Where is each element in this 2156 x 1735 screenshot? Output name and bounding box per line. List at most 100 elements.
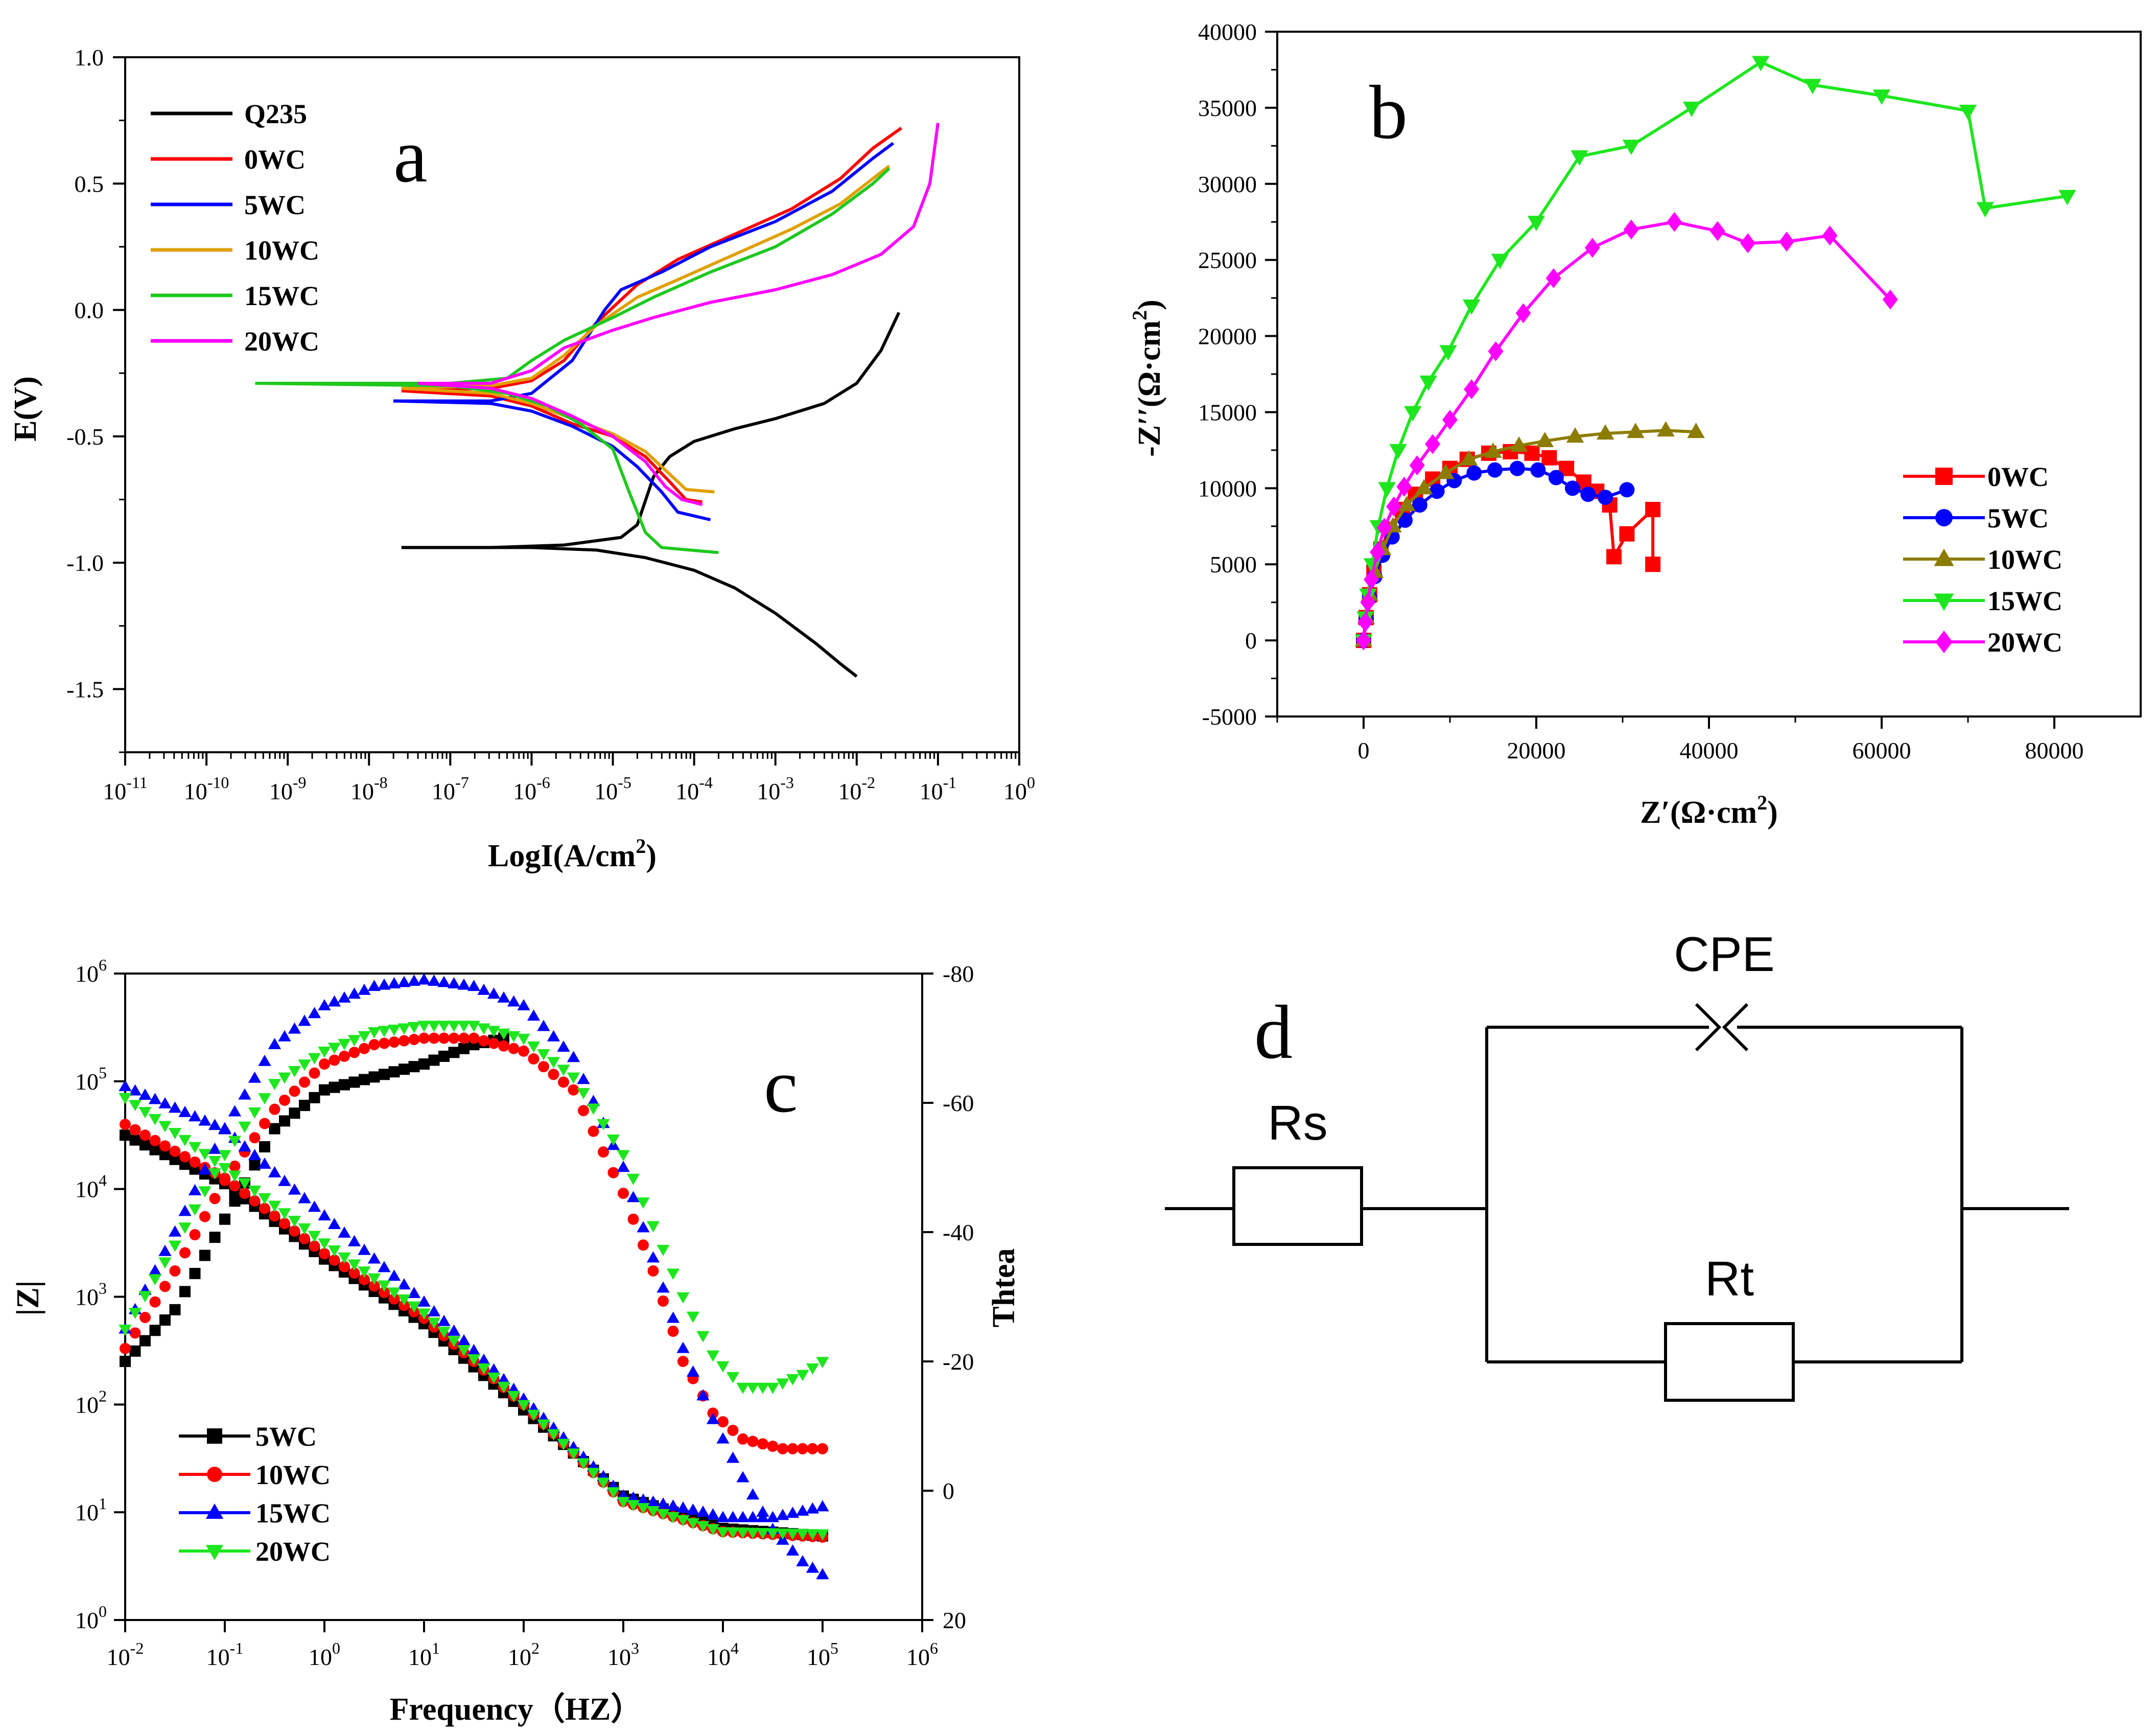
panel-b-y-tick-label: 20000: [1198, 323, 1257, 350]
panel-c-phase-point-15wc: [228, 1105, 242, 1117]
panel-c-phase-point-5wc: [319, 1084, 330, 1096]
panel-c-phase-point-20wc: [666, 1268, 680, 1280]
panel-c-phase-point-5wc: [259, 1141, 270, 1153]
panel-c-modulus-point-15wc: [308, 1200, 321, 1212]
panel-c-phase-point-10wc: [129, 1327, 141, 1339]
panel-c-modulus-point-20wc: [606, 1487, 620, 1499]
panel-c-modulus-point-20wc: [387, 1287, 401, 1299]
panel-a-x-tick-label: 10-4: [675, 773, 713, 804]
panel-a-legend-label-5wc: 5WC: [244, 190, 306, 220]
panel-b-letter: b: [1369, 70, 1408, 155]
panel-c-phase-point-15wc: [198, 1163, 212, 1175]
panel-c-phase-point-15wc: [208, 1142, 222, 1154]
panel-c-phase-point-20wc: [756, 1382, 769, 1394]
panel-c-left-tick-label: 100: [75, 1602, 107, 1633]
panel-c-modulus-point-20wc: [168, 1128, 182, 1140]
panel-c-modulus-point-20wc: [447, 1336, 461, 1348]
panel-c-phase-point-10wc: [139, 1311, 151, 1323]
panel-c-modulus-point-10wc: [269, 1210, 280, 1222]
panel-b-point-15wc: [1404, 406, 1422, 422]
panel-c-modulus-point-15wc: [138, 1089, 152, 1100]
panel-c-phase-point-5wc: [199, 1250, 210, 1261]
panel-d-letter: d: [1254, 990, 1293, 1075]
panel-c-modulus-point-20wc: [626, 1500, 640, 1512]
panel-b-point-15wc: [1419, 375, 1437, 391]
panel-c-phase-point-10wc: [508, 1043, 520, 1054]
panel-b-point-20wc: [1396, 476, 1412, 497]
panel-c-modulus-point-20wc: [686, 1518, 700, 1530]
panel-c-legend-label-10wc: 10WC: [255, 1460, 331, 1490]
panel-c-legend-marker-20wc: [205, 1545, 224, 1560]
panel-c-phase-point-5wc: [129, 1345, 141, 1357]
panel-c-legend-marker-10wc: [207, 1467, 222, 1482]
panel-c-phase-point-15wc: [158, 1244, 172, 1256]
panel-c-legend-label-5wc: 5WC: [255, 1421, 317, 1452]
panel-c-modulus-point-20wc: [427, 1317, 441, 1329]
panel-c-modulus-point-20wc: [119, 1093, 132, 1104]
panel-c-phase-point-20wc: [308, 1053, 321, 1065]
panel-c-phase-point-15wc: [318, 999, 331, 1011]
panel-c-phase-point-20wc: [806, 1363, 819, 1375]
panel-c-modulus-point-20wc: [816, 1529, 829, 1541]
panel-c-modulus-point-15wc: [378, 1261, 391, 1273]
panel-c-modulus-point-20wc: [358, 1266, 371, 1278]
panel-a-y-tick-label: -0.5: [66, 424, 104, 450]
panel-c-modulus-point-15wc: [626, 1491, 640, 1503]
panel-c-modulus-point-20wc: [657, 1509, 670, 1520]
panel-b-point-5wc: [1619, 482, 1635, 498]
panel-c-modulus-point-15wc: [477, 1353, 490, 1365]
panel-c-modulus-point-20wc: [517, 1400, 530, 1412]
panel-b-legend-marker-15wc: [1934, 593, 1954, 611]
panel-c-phase-point-20wc: [278, 1072, 291, 1084]
panel-a-x-tick-label: 10-2: [838, 773, 875, 804]
panel-a-x-axis-label: LogI(A/cm2): [488, 835, 657, 873]
panel-c-modulus-point-15wc: [158, 1097, 172, 1108]
panel-c-modulus-point-10wc: [259, 1202, 270, 1214]
panel-c-legend-marker-5wc: [207, 1428, 222, 1444]
panel-c-right-axis-label: Thtea: [987, 1248, 1021, 1328]
panel-c-modulus-point-15wc: [238, 1140, 251, 1152]
panel-c-modulus-point-10wc: [129, 1124, 141, 1136]
panel-c-modulus-point-15wc: [268, 1166, 282, 1177]
panel-c-modulus-point-5wc: [129, 1134, 141, 1146]
panel-b-point-20wc: [1882, 289, 1898, 310]
panel-b-point-5wc: [1429, 483, 1445, 499]
panel-c-phase-point-20wc: [726, 1372, 740, 1383]
panel-c-modulus-point-15wc: [119, 1080, 132, 1092]
panel-b-point-10wc: [1657, 421, 1675, 437]
panel-c-phase-point-10wc: [309, 1067, 320, 1079]
panel-c-phase-point-15wc: [557, 1040, 570, 1052]
panel-c-modulus-point-15wc: [298, 1192, 311, 1204]
panel-c-modulus-point-20wc: [437, 1327, 451, 1338]
cpe-element-left-chevron: [1695, 1003, 1722, 1052]
panel-c-phase-point-10wc: [607, 1167, 619, 1178]
panel-c-phase-point-15wc: [367, 980, 381, 991]
panel-b-x-tick-label: 60000: [1853, 737, 1911, 764]
panel-b-y-tick-label: 35000: [1198, 95, 1257, 121]
panel-c-phase-point-5wc: [428, 1054, 440, 1066]
panel-c-phase-point-20wc: [208, 1168, 222, 1179]
panel-c-phase-point-10wc: [249, 1132, 261, 1144]
panel-c-phase-point-15wc: [437, 976, 451, 987]
panel-c-phase-point-15wc: [397, 976, 411, 987]
panel-c-legend-label-15wc: 15WC: [255, 1498, 331, 1529]
panel-c-right-tick-label: -20: [943, 1349, 974, 1375]
panel-c-phase-point-15wc: [188, 1184, 202, 1195]
panel-c-phase-point-10wc: [209, 1193, 221, 1205]
panel-b-point-10wc: [1484, 442, 1502, 458]
panel-c-modulus-point-20wc: [308, 1231, 321, 1242]
panel-c-phase-point-5wc: [249, 1159, 261, 1171]
panel-c-phase-point-15wc: [298, 1014, 311, 1026]
panel-b-y-axis-label: -Z′′(Ω·cm2): [1128, 299, 1167, 457]
panel-c-phase-point-10wc: [568, 1084, 579, 1096]
panel-c-modulus-point-20wc: [407, 1301, 421, 1313]
panel-c-phase-point-20wc: [298, 1059, 311, 1071]
panel-c-modulus-point-20wc: [367, 1273, 381, 1285]
panel-c-right-tick-label: 20: [943, 1607, 966, 1633]
panel-c-modulus-point-20wc: [567, 1448, 580, 1460]
panel-c-modulus-point-20wc: [268, 1200, 282, 1212]
panel-b-ticks: 0 20000 40000 60000 80000 40000 35000 30000 2500…: [1198, 19, 2084, 764]
panel-c-phase-point-15wc: [696, 1389, 710, 1401]
panel-b-legend-label-10wc: 10WC: [1987, 544, 2063, 575]
